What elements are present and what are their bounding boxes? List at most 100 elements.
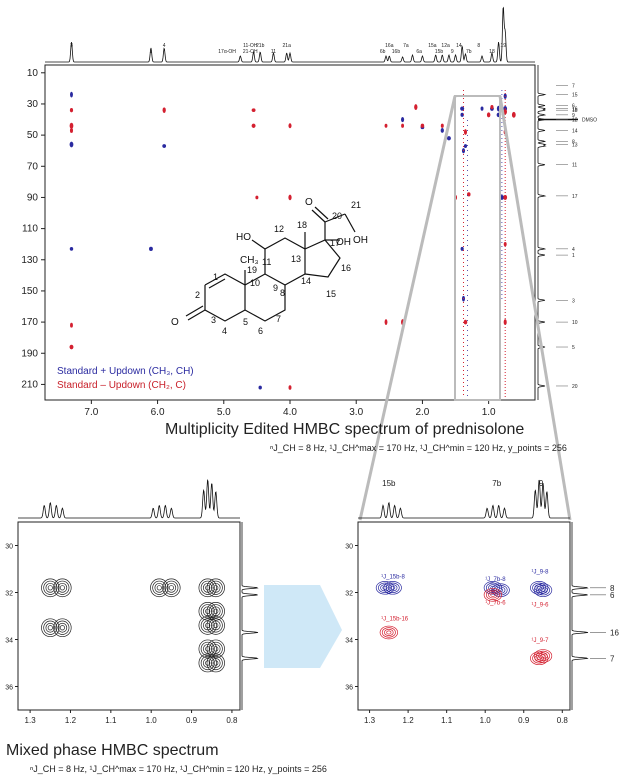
negative-cross-peak	[464, 320, 468, 325]
main-y-tick-label: 210	[21, 379, 38, 390]
main-y-tick-label: 170	[21, 317, 38, 328]
main-x-tick-label: 3.0	[349, 407, 363, 418]
main-top-peak-label: 15b	[435, 49, 444, 55]
main-top-peak-label: 8	[477, 43, 480, 49]
negative-cross-peak	[252, 124, 256, 128]
mixed-x-axis: 1.3 1.2 1.1 1.0 0.9 0.8	[25, 710, 238, 725]
structure-atom-label: OH	[353, 235, 368, 246]
legend: Standard + Updown (CH₃, CH) Standard – U…	[57, 365, 194, 393]
structure-atom-label: 14	[301, 276, 311, 286]
zoom-coupling-annotation: ¹J_7b-8	[485, 577, 506, 583]
negative-cross-peak	[288, 123, 291, 128]
zoom-right-peak-labels: 86167	[590, 584, 619, 664]
negative-cross-peak	[255, 196, 258, 200]
structure-atom-label: 5	[243, 317, 248, 327]
main-top-peak-label: 11	[271, 49, 276, 55]
structure-atom-label: 13	[291, 254, 301, 264]
mixed-cross-peak-contour	[54, 579, 72, 597]
c11-hydroxyl-bond	[252, 240, 265, 249]
negative-cross-peak	[385, 124, 388, 128]
negative-cross-peak	[288, 195, 291, 201]
main-top-peak-label: 3	[70, 43, 73, 49]
main-y-tick-label: 10	[27, 68, 39, 79]
main-y-axis: 1030507090110130150170190210	[21, 68, 45, 391]
zoom-y-tick-label: 36	[345, 685, 353, 692]
negative-cross-peak	[487, 112, 490, 117]
structure-atom-label: 18	[297, 220, 307, 230]
structure-atom-label: 15	[326, 289, 336, 299]
negative-cross-peak	[512, 112, 516, 118]
zoom-right-peak-label: 7	[610, 654, 615, 663]
main-top-trace-line	[45, 8, 535, 62]
zoom-coupling-annotation: ¹J_9-7	[531, 638, 549, 644]
zoom-cross-peak-contour	[387, 631, 391, 634]
zoom-y-axis: 30 32 34 36	[345, 544, 358, 692]
mixed-cross-peak-contour	[60, 626, 64, 630]
zoom-y-tick-label: 32	[345, 591, 353, 598]
zoom-x-tick-label: 1.2	[403, 716, 415, 725]
zoom-cross-peak-contour	[496, 587, 505, 593]
negative-cross-peak	[414, 104, 417, 110]
negative-cross-peak	[385, 319, 388, 325]
main-right-peak-label: 5	[572, 345, 575, 351]
zoom-top-peak-label: 9	[539, 479, 544, 488]
main-top-peak-label: 17α-OH	[218, 49, 236, 55]
mixed-y-axis: 30 32 34 36	[5, 544, 18, 692]
structure-atom-label: 8	[280, 288, 285, 298]
negative-cross-peak	[70, 323, 73, 328]
negative-cross-peak	[504, 242, 507, 246]
legend-negative: Standard – Updown (CH₂, C)	[57, 379, 194, 393]
mixed-parameters: ⁿJ_CH = 8 Hz, ¹J_CH^max = 170 Hz, ¹J_CH^…	[30, 764, 327, 774]
structure-atom-label: 20	[332, 211, 342, 221]
positive-cross-peak	[481, 107, 484, 111]
main-right-peak-label: 10	[572, 320, 578, 326]
structure-atom-label: 19	[247, 265, 257, 275]
mixed-y-tick-label: 30	[5, 544, 13, 551]
c3-carbonyl	[188, 310, 205, 320]
structure-atom-label: 1	[213, 272, 218, 282]
negative-cross-peak	[490, 105, 493, 109]
main-x-tick-label: 7.0	[84, 407, 98, 418]
mixed-cross-peak-contour	[163, 579, 181, 597]
main-right-peak-label: 17	[572, 194, 578, 200]
c20-carbonyl-double	[315, 207, 328, 219]
zoom-coupling-annotation: ¹J_15b-16	[381, 617, 409, 623]
main-caption: Multiplicity Edited HMBC spectrum of pre…	[165, 421, 524, 439]
mixed-phase-spectrum: 1.3 1.2 1.1 1.0 0.9 0.8 30323436	[5, 480, 258, 725]
zoom-y-tick-label: 34	[345, 638, 353, 645]
mixed-x-tick-label: 1.1	[105, 716, 117, 725]
mixed-y-tick-label: 32	[5, 591, 13, 598]
negative-cross-peak	[441, 124, 444, 128]
positive-cross-peak	[70, 142, 74, 148]
mixed-cross-peak-contour	[48, 586, 52, 590]
positive-cross-peak	[162, 144, 166, 148]
main-right-peak-label: 7	[572, 83, 575, 89]
structure-atom-label: O	[171, 317, 179, 328]
main-top-peak-labels: 31417α-OH11-OH21-OH21b1121a6b16a16b7a6a1…	[70, 43, 506, 55]
positive-cross-peak	[464, 144, 467, 148]
main-y-tick-label: 50	[27, 130, 39, 141]
mixed-x-tick-label: 1.3	[25, 716, 37, 725]
zoom-x-tick-label: 1.3	[364, 716, 376, 725]
mixed-x-tick-label: 1.2	[65, 716, 77, 725]
zoom-coupling-annotation: ¹J_9-6	[531, 603, 549, 609]
negative-cross-peak	[163, 107, 166, 113]
zoom-13c-projection	[572, 522, 588, 710]
main-top-peak-label: 6b	[380, 49, 386, 55]
main-top-peak-label: 9	[451, 49, 454, 55]
zoom-coupling-annotation: ¹J_15b-8	[381, 574, 405, 580]
zoom-annotations: ¹J_15b-8 ¹J_7b-8¹J_9-8¹J_7b-6 ¹J_9-6¹J_15b…	[381, 570, 549, 644]
mixed-y-tick-label: 34	[5, 638, 13, 645]
main-x-tick-label: 2.0	[415, 407, 429, 418]
mixed-x-tick-label: 0.9	[186, 716, 198, 725]
mixed-y-tick-label: 36	[5, 685, 13, 692]
main-top-peak-label: 21a	[283, 43, 292, 49]
c21-oh-bond	[345, 214, 355, 232]
negative-cross-peak	[70, 345, 74, 350]
main-parameters: ⁿJ_CH = 8 Hz, ¹J_CH^max = 170 Hz, ¹J_CH^…	[270, 443, 567, 453]
positive-cross-peak	[70, 247, 73, 251]
main-y-tick-label: 90	[27, 192, 39, 203]
zoom-cross-peaks	[376, 581, 552, 664]
main-right-peak-labels: 7156161891214813111741310520DMSO	[556, 83, 597, 390]
zoom-x-axis: 1.3 1.2 1.1 1.0 0.9 0.8	[364, 710, 568, 725]
